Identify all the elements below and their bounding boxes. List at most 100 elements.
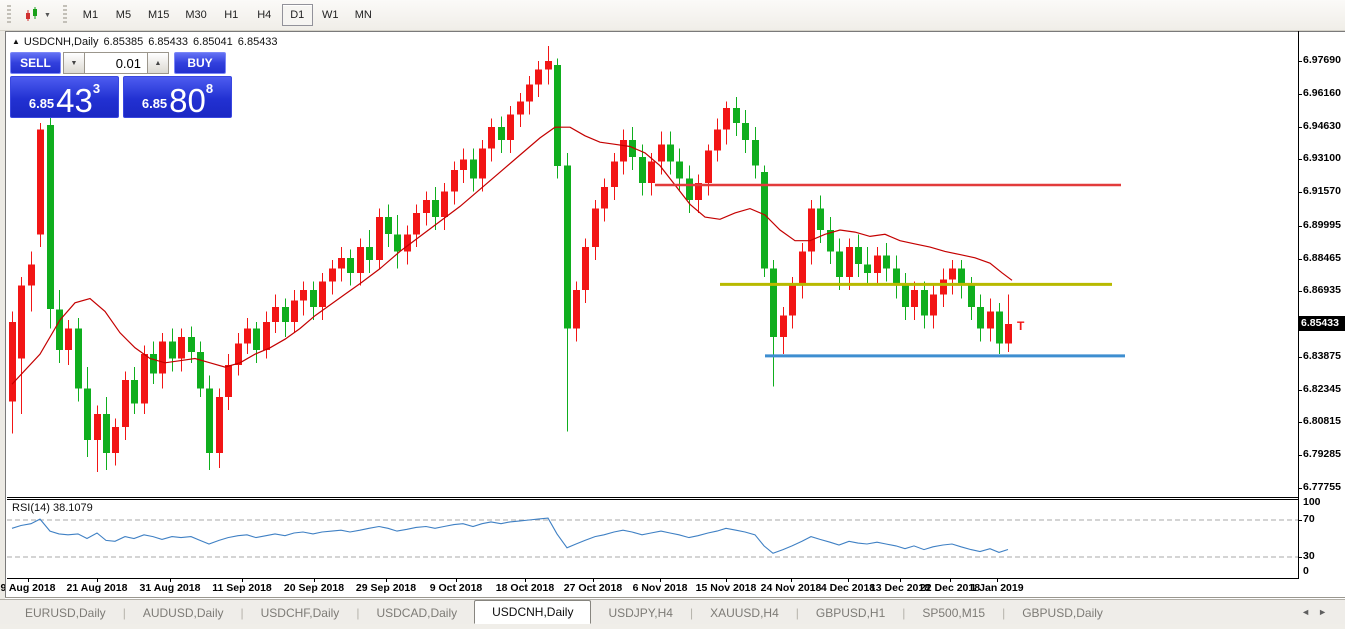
- candle: [977, 294, 984, 342]
- candle: [188, 326, 195, 363]
- date-axis-tick: [28, 578, 29, 582]
- toolbar-grip[interactable]: [7, 5, 11, 25]
- chart-tab-bar: EURUSD,Daily | AUDUSD,Daily | USDCHF,Daily | U…: [0, 599, 1345, 624]
- date-axis-tick: [997, 578, 998, 582]
- window-border: [5, 31, 6, 598]
- timeframe-button-w1[interactable]: W1: [315, 4, 346, 26]
- price-axis-tick: [1298, 455, 1302, 457]
- chart-title: ▲ USDCNH,Daily 6.85385 6.85433 6.85041 6.8543…: [12, 36, 278, 48]
- timeframe-button-mn[interactable]: MN: [348, 4, 379, 26]
- candle: [864, 247, 871, 286]
- tab-xauusd-h4[interactable]: XAUUSD,H4: [710, 606, 779, 620]
- candle: [225, 354, 232, 410]
- price-axis-tick: [1298, 159, 1302, 161]
- buy-button[interactable]: BUY: [174, 52, 226, 74]
- date-tick-label: 4 Dec 2018: [820, 582, 876, 594]
- price-axis-label: 6.89995: [1303, 218, 1341, 231]
- date-tick-label: 9 Oct 2018: [429, 582, 483, 594]
- price-axis-tick: [1298, 356, 1302, 358]
- candle: [658, 131, 665, 175]
- date-tick-label: 24 Nov 2018: [760, 582, 822, 594]
- candle: [723, 101, 730, 145]
- candle: [291, 290, 298, 333]
- candle: [601, 178, 608, 222]
- tab-separator: |: [122, 606, 126, 620]
- price-axis-tick: [1298, 488, 1302, 489]
- timeframe-button-h1[interactable]: H1: [216, 4, 247, 26]
- toolbar-grip[interactable]: [62, 5, 67, 25]
- moving-average-line[interactable]: [11, 126, 1013, 385]
- candle: [592, 200, 599, 260]
- tab-eurusd-daily[interactable]: EURUSD,Daily: [25, 606, 106, 620]
- candle: [338, 247, 345, 282]
- buy-price-display[interactable]: 6.85 80 8: [123, 76, 232, 118]
- candle: [770, 260, 777, 387]
- rsi-indicator-canvas[interactable]: [7, 499, 1298, 578]
- date-tick-label: 15 Nov 2018: [695, 582, 757, 594]
- candle: [56, 290, 63, 363]
- date-axis-tick: [242, 578, 243, 582]
- candle: [470, 148, 477, 192]
- timeframe-button-m30[interactable]: M30: [178, 4, 213, 26]
- tab-sp500-m15[interactable]: SP500,M15: [922, 606, 986, 620]
- candle: [423, 191, 430, 226]
- ohlc-open: 6.85385: [103, 36, 144, 48]
- candle: [498, 116, 505, 153]
- tab-usdjpy-h4[interactable]: USDJPY,H4: [608, 606, 673, 620]
- pane-divider[interactable]: [7, 499, 1299, 500]
- candle: [742, 110, 749, 153]
- tab-usdcad-daily[interactable]: USDCAD,Daily: [376, 606, 458, 620]
- candle: [376, 208, 383, 269]
- pane-divider[interactable]: [7, 497, 1299, 498]
- lot-increase-button[interactable]: ▲: [147, 52, 169, 74]
- timeframe-button-m15[interactable]: M15: [141, 4, 176, 26]
- tab-usdchf-daily[interactable]: USDCHF,Daily: [260, 606, 340, 620]
- timeframe-button-d1[interactable]: D1: [281, 4, 313, 26]
- price-axis-tick: [1298, 422, 1302, 424]
- lot-size-input[interactable]: [85, 52, 147, 74]
- candle: [554, 58, 561, 179]
- candle: [620, 129, 627, 175]
- timeframe-button-h4[interactable]: H4: [249, 4, 280, 26]
- sell-button[interactable]: SELL: [10, 52, 61, 74]
- sell-price-display[interactable]: 6.85 43 3: [10, 76, 119, 118]
- tab-gbpusd-daily[interactable]: GBPUSD,Daily: [1022, 606, 1103, 620]
- candle: [75, 317, 82, 402]
- date-axis-tick: [950, 578, 951, 582]
- candle: [564, 152, 571, 432]
- price-axis-label: 6.96160: [1303, 86, 1341, 99]
- timeframe-button-m5[interactable]: M5: [108, 4, 139, 26]
- candle: [676, 148, 683, 192]
- buy-price-pips: 80: [169, 81, 206, 119]
- price-axis-label: 6.88465: [1303, 251, 1341, 264]
- tab-audusd-daily[interactable]: AUDUSD,Daily: [142, 606, 224, 620]
- candle: [197, 341, 204, 398]
- candle: [94, 405, 101, 472]
- candle: [752, 127, 759, 179]
- tab-scroll-right-icon[interactable]: ►: [1318, 607, 1335, 617]
- tab-separator: |: [356, 606, 360, 620]
- collapse-arrow-icon[interactable]: ▲: [12, 37, 20, 46]
- timeframe-button-m1[interactable]: M1: [75, 4, 106, 26]
- tab-separator: |: [1002, 606, 1006, 620]
- tab-gbpusd-h1[interactable]: GBPUSD,H1: [815, 606, 886, 620]
- ohlc-close: 6.85433: [237, 36, 278, 48]
- sell-price-point: 3: [92, 81, 101, 96]
- date-axis-tick: [170, 578, 171, 582]
- tab-scroll-left-icon[interactable]: ◄: [1301, 607, 1319, 617]
- price-axis-label: 6.91570: [1303, 185, 1341, 198]
- price-axis-tick: [1298, 93, 1302, 95]
- lot-decrease-button[interactable]: ▼: [63, 52, 85, 74]
- rsi-axis-tick: [1298, 520, 1302, 521]
- candle: [949, 260, 956, 295]
- candle: [272, 294, 279, 333]
- chart-type-button[interactable]: ▼: [18, 3, 56, 27]
- candle: [705, 144, 712, 196]
- tab-usdcnh-daily[interactable]: USDCNH,Daily: [474, 600, 592, 624]
- candle: [526, 75, 533, 115]
- candle: [958, 260, 965, 299]
- candle: [836, 238, 843, 290]
- main-chart-canvas[interactable]: [7, 32, 1298, 498]
- buy-price-point: 8: [205, 81, 214, 96]
- candle: [263, 311, 270, 359]
